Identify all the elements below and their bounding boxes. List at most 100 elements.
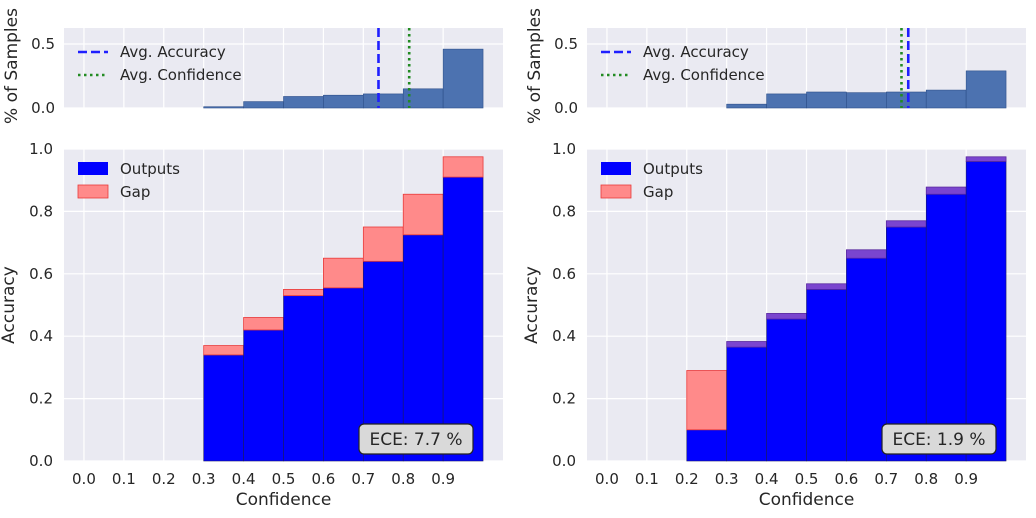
reliability-ytick-label: 0.0 xyxy=(29,452,53,470)
histogram-bar xyxy=(283,96,324,109)
histogram-ytick-label: 0.5 xyxy=(554,35,578,53)
outputs-bar xyxy=(766,318,807,462)
reliability-xtick-label: 0.6 xyxy=(834,470,858,488)
gap-bar xyxy=(323,257,364,289)
reliability-xtick-label: 0.9 xyxy=(954,470,978,488)
reliability-ytick-label: 0.2 xyxy=(29,390,53,408)
histogram-bar xyxy=(846,92,887,109)
reliability-xtick-label: 0.1 xyxy=(112,470,136,488)
histogram-bar xyxy=(965,70,1007,109)
histogram-ylabel: % of Samples xyxy=(525,8,545,124)
histogram-ytick-label: 0.5 xyxy=(31,35,55,53)
reliability-xtick-label: 0.8 xyxy=(914,470,938,488)
reliability-ytick-label: 0.6 xyxy=(552,265,576,283)
ece-box-background xyxy=(881,423,997,455)
gap-bar xyxy=(402,193,444,236)
gap-bar xyxy=(726,341,767,348)
reliability-legend: Outputs Gap xyxy=(77,160,180,201)
outputs-bar xyxy=(726,346,767,462)
reliability-xtick-label: 0.2 xyxy=(675,470,699,488)
ece-box: ECE: 1.9 % xyxy=(881,423,997,455)
outputs-bar xyxy=(203,354,244,462)
reliability-ytick-label: 0.6 xyxy=(29,265,53,283)
histogram-ytick-label: 0.0 xyxy=(31,99,55,117)
gap-bar xyxy=(925,186,967,195)
reliability-xtick-label: 0.7 xyxy=(351,470,375,488)
legend-avg-accuracy-label: Avg. Accuracy xyxy=(120,43,226,61)
gap-bar xyxy=(965,156,1007,162)
gap-bar xyxy=(846,249,887,259)
legend-avg-accuracy-label: Avg. Accuracy xyxy=(643,43,749,61)
gap-bar xyxy=(686,370,728,431)
legend-avg-confidence-label: Avg. Confidence xyxy=(643,66,765,84)
reliability-xtick-label: 0.6 xyxy=(311,470,335,488)
histogram-bar xyxy=(402,88,444,109)
reliability-ylabel: Accuracy xyxy=(0,266,19,344)
reliability-ytick-label: 0.8 xyxy=(29,202,53,220)
histogram-bar xyxy=(442,48,484,109)
panel-right: Avg. Accuracy Avg. Confidence 0.0 0.5 % of S… xyxy=(522,8,1026,510)
ece-value: ECE: 7.7 % xyxy=(369,430,462,450)
outputs-bar xyxy=(846,257,887,462)
reliability-xtick-label: 0.0 xyxy=(72,470,96,488)
reliability-ytick-label: 0.2 xyxy=(552,390,576,408)
reliability-xtick-label: 0.0 xyxy=(595,470,619,488)
reliability-xtick-label: 0.5 xyxy=(795,470,819,488)
reliability-xtick-label: 0.5 xyxy=(272,470,296,488)
outputs-bar xyxy=(806,289,847,462)
outputs-bar xyxy=(283,295,324,462)
reliability-ytick-label: 0.0 xyxy=(552,452,576,470)
legend-gap-label: Gap xyxy=(120,183,150,201)
reliability-ytick-label: 1.0 xyxy=(29,140,53,158)
outputs-bar xyxy=(243,329,284,462)
gap-bar xyxy=(203,345,244,356)
legend-gap-swatch xyxy=(77,184,109,199)
reliability-xtick-label: 0.4 xyxy=(232,470,256,488)
ece-value: ECE: 1.9 % xyxy=(892,430,985,450)
outputs-bar xyxy=(402,234,444,462)
histogram-bar xyxy=(726,103,767,109)
reliability-xtick-label: 0.2 xyxy=(152,470,176,488)
reliability-xlabel: Confidence xyxy=(759,490,855,510)
gap-bar xyxy=(766,313,807,320)
reliability-ytick-label: 0.4 xyxy=(552,327,576,345)
legend-gap-label: Gap xyxy=(643,183,673,201)
outputs-bar xyxy=(442,176,484,462)
legend-outputs-label: Outputs xyxy=(643,160,703,178)
reliability-xtick-label: 0.7 xyxy=(874,470,898,488)
legend-avg-confidence-label: Avg. Confidence xyxy=(120,66,242,84)
gap-bar xyxy=(362,226,404,262)
histogram-legend: Avg. Accuracy Avg. Confidence xyxy=(78,43,242,84)
histogram-bar xyxy=(925,89,967,109)
histogram-bar xyxy=(243,101,284,109)
histogram-legend: Avg. Accuracy Avg. Confidence xyxy=(601,43,765,84)
histogram-bar xyxy=(203,106,244,109)
outputs-bar xyxy=(925,193,967,462)
histogram-bar xyxy=(363,93,404,109)
ece-box-background xyxy=(358,423,474,455)
histogram-bar xyxy=(806,91,847,109)
reliability-ytick-label: 1.0 xyxy=(552,140,576,158)
legend-outputs-swatch xyxy=(601,162,631,175)
legend-gap-swatch xyxy=(600,184,632,199)
reliability-xtick-label: 0.8 xyxy=(391,470,415,488)
reliability-ylabel: Accuracy xyxy=(522,266,542,344)
histogram-ytick-label: 0.0 xyxy=(554,99,578,117)
legend-outputs-label: Outputs xyxy=(120,160,180,178)
gap-bar xyxy=(442,156,484,178)
gap-bar xyxy=(243,317,284,331)
outputs-bar xyxy=(686,429,727,462)
histogram-bar xyxy=(766,93,807,109)
reliability-ytick-label: 0.4 xyxy=(29,327,53,345)
reliability-xtick-label: 0.9 xyxy=(431,470,455,488)
outputs-bar xyxy=(323,287,364,462)
gap-bar xyxy=(283,288,324,297)
reliability-xtick-label: 0.4 xyxy=(755,470,779,488)
gap-bar xyxy=(806,283,847,290)
histogram-ylabel: % of Samples xyxy=(2,8,22,124)
gap-bar xyxy=(885,220,927,228)
reliability-xtick-label: 0.3 xyxy=(715,470,739,488)
reliability-xtick-label: 0.3 xyxy=(192,470,216,488)
legend-outputs-swatch xyxy=(78,162,108,175)
